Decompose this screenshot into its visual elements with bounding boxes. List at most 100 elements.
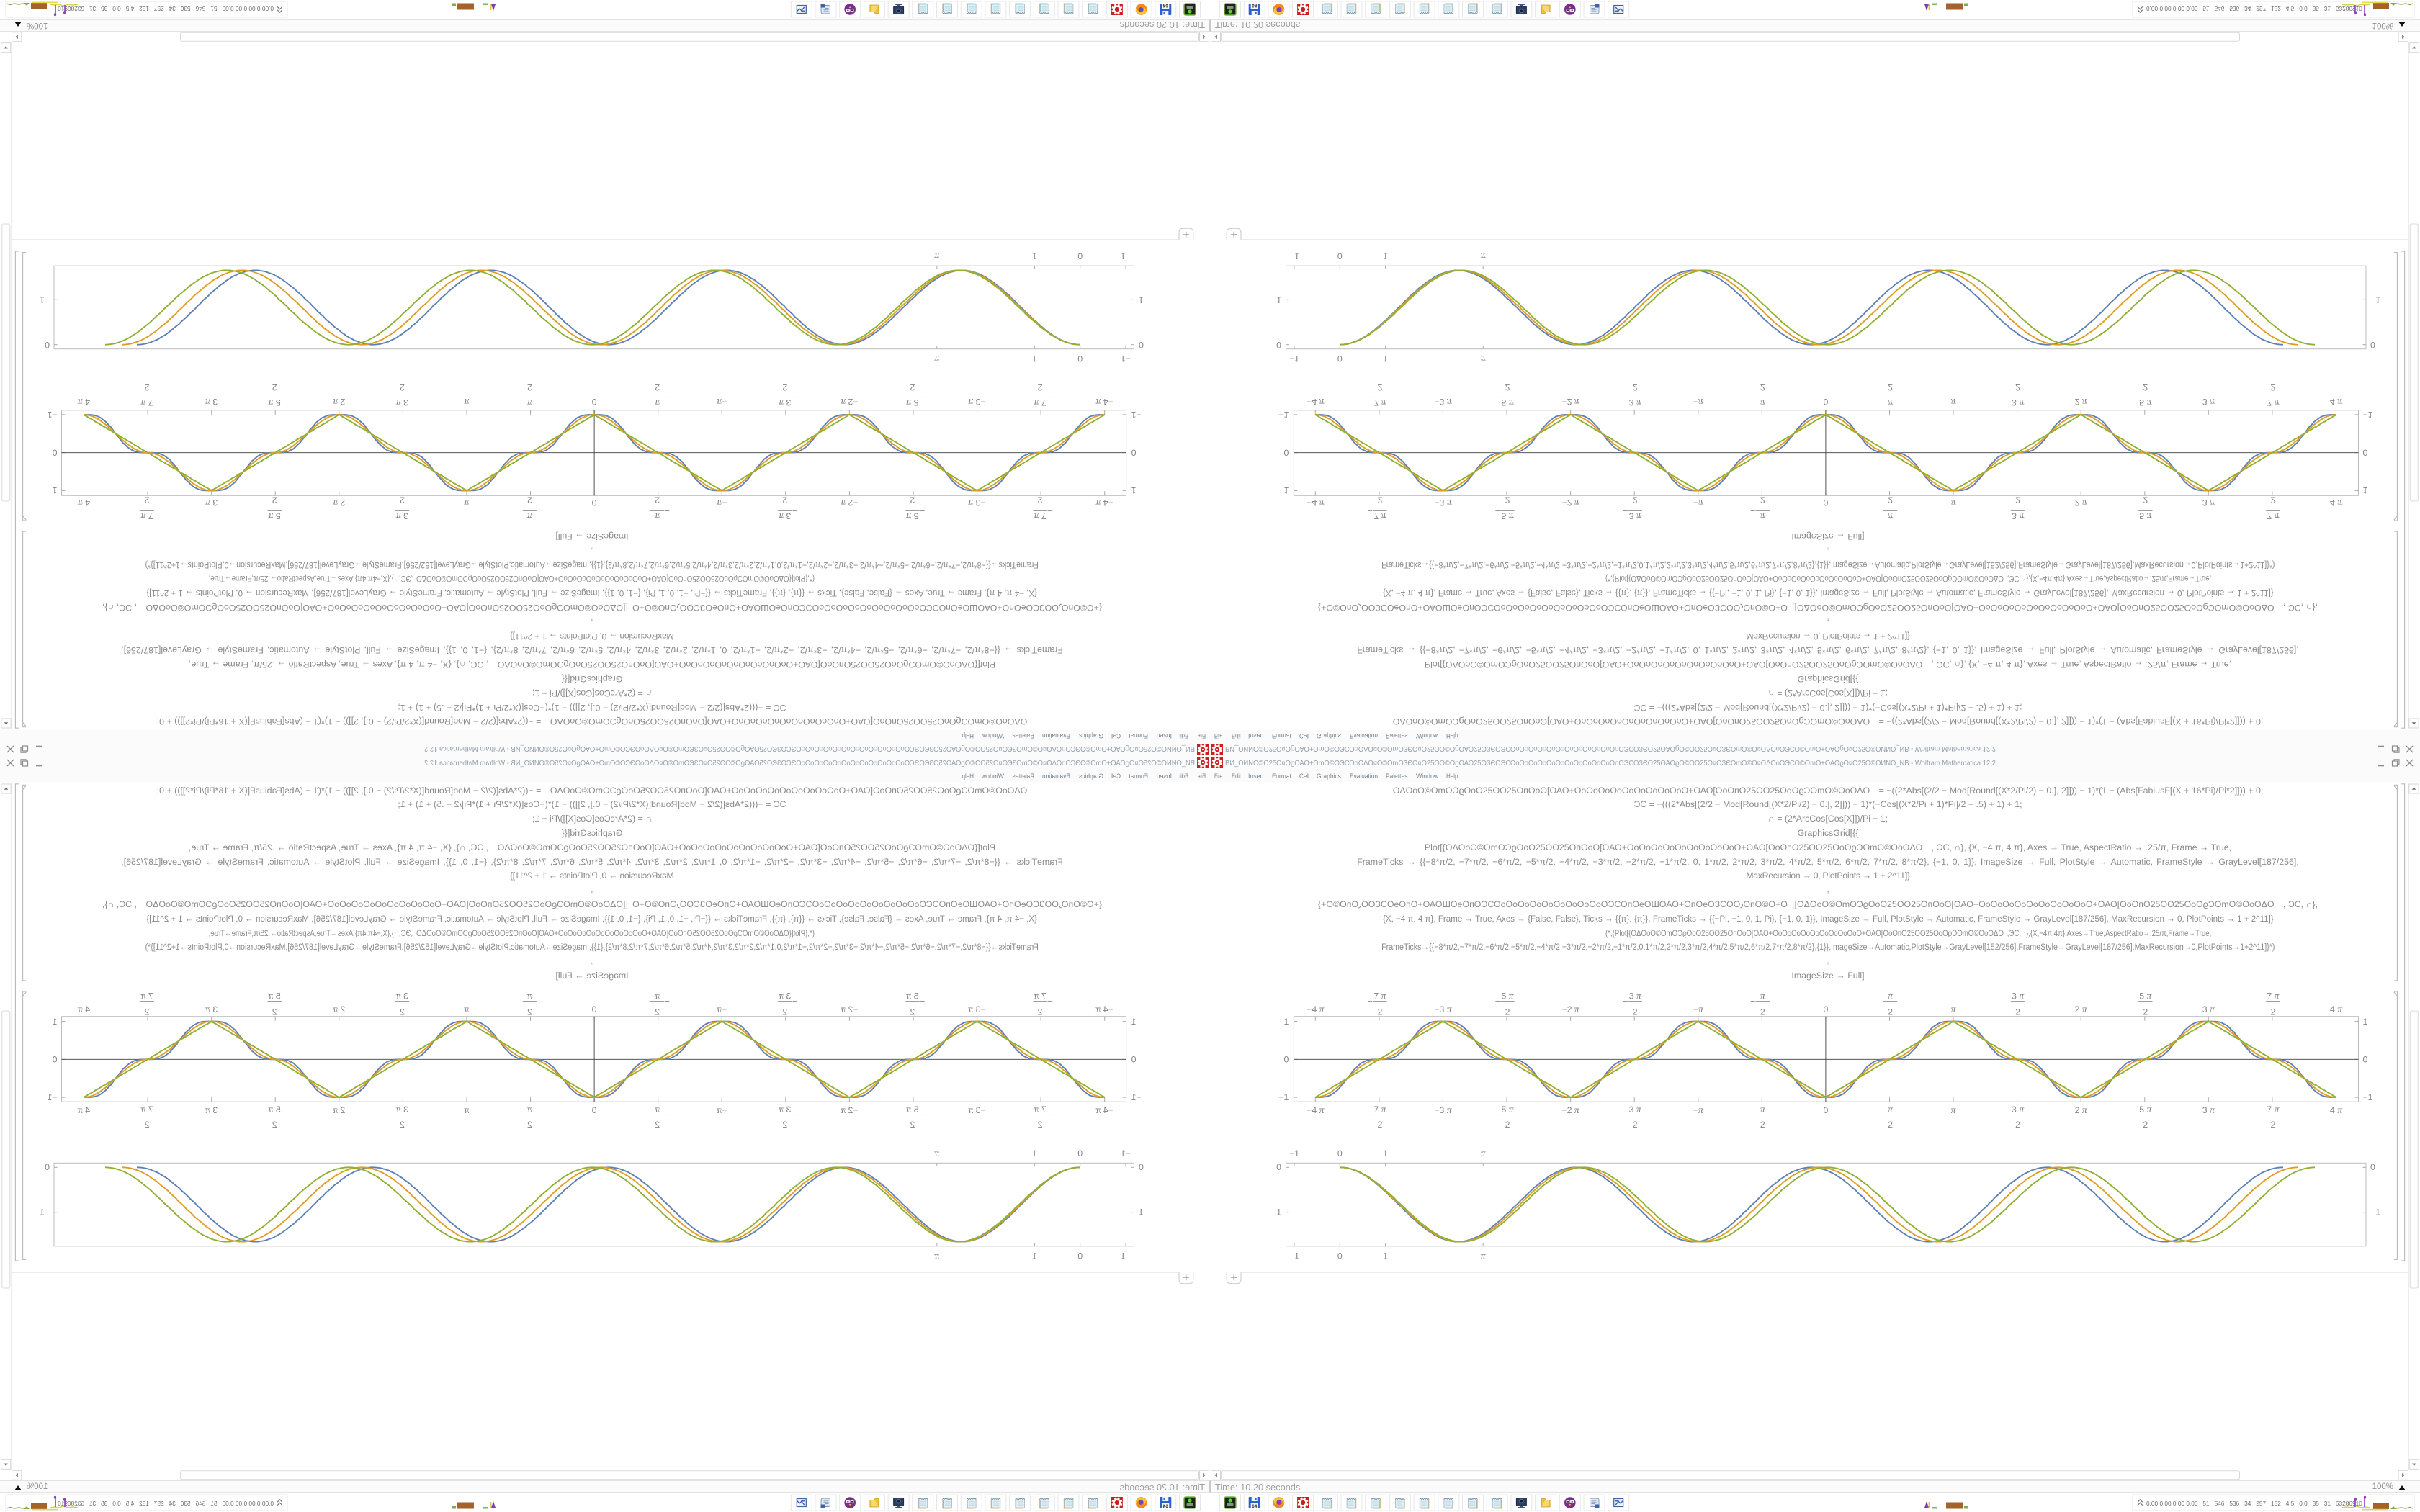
svg-text:3 π: 3 π [778, 1104, 791, 1115]
svg-text:2: 2 [1888, 1007, 1893, 1017]
svg-text:2: 2 [400, 382, 405, 392]
svg-text:π: π [463, 397, 469, 408]
svg-text:1: 1 [1032, 251, 1037, 261]
svg-text:−3 π: −3 π [967, 1004, 985, 1014]
svg-text:3 π: 3 π [1629, 1104, 1642, 1115]
svg-text:0: 0 [1131, 448, 1136, 458]
svg-text:−: − [1368, 996, 1373, 1006]
svg-text:−: − [1750, 1110, 1755, 1120]
svg-text:−: − [1750, 506, 1755, 516]
svg-text:π: π [526, 1104, 532, 1115]
svg-text:π: π [1760, 1104, 1766, 1115]
svg-text:5 π: 5 π [1501, 1104, 1514, 1115]
svg-text:−: − [920, 996, 925, 1006]
svg-text:π: π [933, 1251, 939, 1261]
svg-text:2: 2 [910, 1007, 915, 1017]
svg-text:−: − [1368, 1110, 1373, 1120]
svg-text:π: π [654, 511, 660, 522]
svg-text:64: 64 [1162, 3, 1168, 8]
svg-text:−1: −1 [2363, 410, 2373, 420]
svg-text:2: 2 [1038, 1007, 1043, 1017]
svg-text:−: − [1495, 392, 1500, 402]
svg-text:−: − [792, 392, 797, 402]
svg-text:−: − [1495, 996, 1500, 1006]
svg-text:2: 2 [272, 382, 277, 392]
svg-text:0.00 0.00 0.00 0.00 51 546: 0.00 0.00 0.00 0.00 51 546 536 34 257 15… [2146, 1500, 2362, 1507]
svg-text:1: 1 [1131, 485, 1136, 495]
svg-text:0: 0 [1139, 340, 1144, 350]
svg-text:0: 0 [1077, 354, 1083, 364]
svg-text:−2 π: −2 π [1561, 1004, 1579, 1014]
svg-text:2: 2 [1038, 495, 1043, 505]
svg-text:2: 2 [400, 495, 405, 505]
svg-text:5 π: 5 π [905, 397, 918, 408]
svg-text:3 π: 3 π [1629, 397, 1642, 408]
svg-text:−1: −1 [2363, 1092, 2373, 1102]
svg-text:2: 2 [145, 382, 150, 392]
svg-text:π: π [526, 397, 532, 408]
svg-text:π: π [654, 397, 660, 408]
svg-text:2: 2 [145, 495, 150, 505]
svg-text:2: 2 [655, 495, 660, 505]
svg-text:π: π [654, 1104, 660, 1115]
svg-text:64: 64 [1252, 3, 1258, 8]
svg-text:2: 2 [2270, 382, 2275, 392]
svg-text:−1: −1 [1121, 354, 1131, 364]
svg-text:2: 2 [1377, 1120, 1382, 1130]
svg-text:−2 π: −2 π [1561, 397, 1579, 408]
svg-text:π: π [1481, 354, 1487, 364]
svg-text:3 π: 3 π [395, 397, 408, 408]
svg-text:π: π [463, 498, 469, 508]
svg-text:2: 2 [1760, 495, 1765, 505]
svg-text:3 π: 3 π [2202, 1104, 2215, 1115]
svg-text:0: 0 [592, 1004, 597, 1014]
svg-text:2: 2 [2143, 1007, 2148, 1017]
svg-text:−: − [1047, 1110, 1052, 1120]
svg-text:2: 2 [145, 1120, 150, 1130]
svg-text:−1: −1 [47, 1092, 57, 1102]
svg-text:2: 2 [1888, 382, 1893, 392]
svg-text:π: π [654, 990, 660, 1001]
svg-text:2: 2 [782, 1007, 787, 1017]
svg-text:−: − [1750, 996, 1755, 1006]
svg-text:0.00 0.00 0.00 0.00 51 546: 0.00 0.00 0.00 0.00 51 546 536 34 257 15… [58, 5, 274, 12]
svg-text:−4 π: −4 π [1307, 397, 1325, 408]
svg-text:−π: −π [1693, 1104, 1704, 1115]
svg-text:0: 0 [2370, 340, 2375, 350]
svg-text:1: 1 [1383, 1251, 1388, 1261]
svg-text:7 π: 7 π [140, 397, 153, 408]
svg-text:−1: −1 [1121, 1251, 1131, 1261]
svg-text:1: 1 [1284, 485, 1289, 495]
svg-text:2: 2 [527, 1007, 532, 1017]
svg-text:2: 2 [2015, 382, 2020, 392]
svg-text:2 π: 2 π [332, 498, 345, 508]
svg-text:4 π: 4 π [77, 1004, 90, 1014]
svg-text:4 π: 4 π [2330, 1104, 2343, 1115]
svg-text:2: 2 [1760, 1120, 1765, 1130]
svg-text:−: − [1047, 996, 1052, 1006]
svg-text:2: 2 [655, 1007, 660, 1017]
svg-text:−: − [1047, 392, 1052, 402]
svg-text:2: 2 [1505, 1007, 1510, 1017]
svg-text:−: − [920, 506, 925, 516]
svg-text:−: − [1495, 1110, 1500, 1120]
svg-text:7 π: 7 π [1373, 990, 1386, 1001]
svg-text:3 π: 3 π [778, 511, 791, 522]
svg-text:2: 2 [527, 495, 532, 505]
svg-text:4 π: 4 π [2330, 397, 2343, 408]
svg-text:−1: −1 [1289, 251, 1299, 261]
svg-text:π: π [1481, 1148, 1487, 1158]
svg-text:3 π: 3 π [1629, 511, 1642, 522]
svg-text:5 π: 5 π [905, 1104, 918, 1115]
svg-text:1: 1 [1131, 1017, 1136, 1027]
svg-text:−1: −1 [1289, 1148, 1299, 1158]
svg-text:2: 2 [2270, 1120, 2275, 1130]
svg-text:2 π: 2 π [2075, 397, 2088, 408]
svg-text:1: 1 [1032, 1251, 1037, 1261]
svg-text:−π: −π [1693, 397, 1704, 408]
svg-text:π: π [933, 1148, 939, 1158]
svg-text:−3 π: −3 π [1434, 1004, 1452, 1014]
svg-text:−1: −1 [1278, 1092, 1289, 1102]
svg-text:0: 0 [1077, 251, 1083, 261]
svg-text:0: 0 [1337, 251, 1343, 261]
